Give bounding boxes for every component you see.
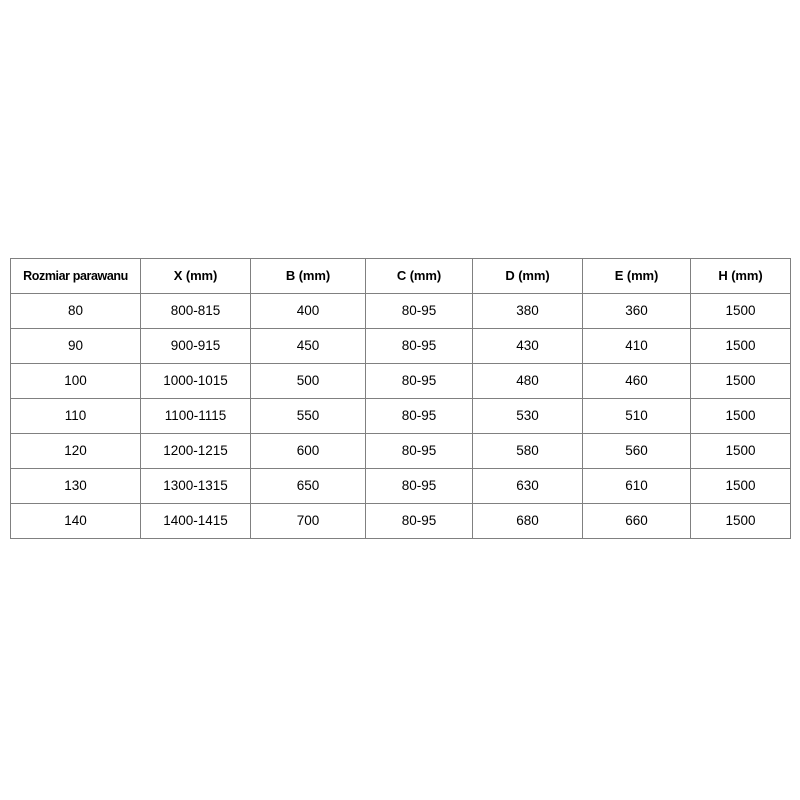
cell-b: 400 xyxy=(250,293,366,329)
cell-size: 110 xyxy=(10,398,141,434)
cell-size: 90 xyxy=(10,328,141,364)
cell-b: 600 xyxy=(250,433,366,469)
column-header-d: D (mm) xyxy=(472,258,583,294)
column-header-e: E (mm) xyxy=(582,258,691,294)
table-row: 140 1400-1415 700 80-95 680 660 1500 xyxy=(10,503,791,539)
cell-c: 80-95 xyxy=(365,363,473,399)
column-header-c: C (mm) xyxy=(365,258,473,294)
cell-h: 1500 xyxy=(690,468,791,504)
cell-x: 900-915 xyxy=(140,328,251,364)
cell-size: 120 xyxy=(10,433,141,469)
cell-e: 460 xyxy=(582,363,691,399)
cell-x: 1000-1015 xyxy=(140,363,251,399)
cell-x: 800-815 xyxy=(140,293,251,329)
cell-d: 430 xyxy=(472,328,583,364)
cell-h: 1500 xyxy=(690,363,791,399)
table-header: Rozmiar parawanu X (mm) B (mm) C (mm) D … xyxy=(10,258,791,294)
column-header-h: H (mm) xyxy=(690,258,791,294)
cell-d: 530 xyxy=(472,398,583,434)
table-body: 80 800-815 400 80-95 380 360 1500 90 900… xyxy=(10,293,791,539)
cell-c: 80-95 xyxy=(365,328,473,364)
column-header-b: B (mm) xyxy=(250,258,366,294)
cell-e: 360 xyxy=(582,293,691,329)
cell-e: 410 xyxy=(582,328,691,364)
table-row: 130 1300-1315 650 80-95 630 610 1500 xyxy=(10,468,791,504)
cell-h: 1500 xyxy=(690,433,791,469)
table-row: 110 1100-1115 550 80-95 530 510 1500 xyxy=(10,398,791,434)
cell-x: 1200-1215 xyxy=(140,433,251,469)
column-header-x: X (mm) xyxy=(140,258,251,294)
cell-h: 1500 xyxy=(690,503,791,539)
cell-size: 100 xyxy=(10,363,141,399)
cell-h: 1500 xyxy=(690,328,791,364)
cell-c: 80-95 xyxy=(365,433,473,469)
table-header-row: Rozmiar parawanu X (mm) B (mm) C (mm) D … xyxy=(10,258,791,294)
cell-b: 450 xyxy=(250,328,366,364)
cell-size: 140 xyxy=(10,503,141,539)
cell-c: 80-95 xyxy=(365,398,473,434)
cell-b: 700 xyxy=(250,503,366,539)
table-row: 80 800-815 400 80-95 380 360 1500 xyxy=(10,293,791,329)
spec-table-container: Rozmiar parawanu X (mm) B (mm) C (mm) D … xyxy=(10,258,791,539)
cell-c: 80-95 xyxy=(365,293,473,329)
cell-e: 560 xyxy=(582,433,691,469)
size-specification-table: Rozmiar parawanu X (mm) B (mm) C (mm) D … xyxy=(10,258,791,539)
cell-x: 1400-1415 xyxy=(140,503,251,539)
cell-x: 1100-1115 xyxy=(140,398,251,434)
cell-x: 1300-1315 xyxy=(140,468,251,504)
table-row: 120 1200-1215 600 80-95 580 560 1500 xyxy=(10,433,791,469)
cell-d: 580 xyxy=(472,433,583,469)
column-header-rozmiar-parawanu: Rozmiar parawanu xyxy=(10,258,141,294)
cell-e: 610 xyxy=(582,468,691,504)
cell-b: 650 xyxy=(250,468,366,504)
cell-h: 1500 xyxy=(690,398,791,434)
cell-h: 1500 xyxy=(690,293,791,329)
cell-c: 80-95 xyxy=(365,468,473,504)
cell-b: 500 xyxy=(250,363,366,399)
table-row: 100 1000-1015 500 80-95 480 460 1500 xyxy=(10,363,791,399)
cell-d: 630 xyxy=(472,468,583,504)
cell-b: 550 xyxy=(250,398,366,434)
cell-size: 80 xyxy=(10,293,141,329)
cell-d: 680 xyxy=(472,503,583,539)
cell-d: 480 xyxy=(472,363,583,399)
table-row: 90 900-915 450 80-95 430 410 1500 xyxy=(10,328,791,364)
cell-c: 80-95 xyxy=(365,503,473,539)
cell-e: 660 xyxy=(582,503,691,539)
cell-e: 510 xyxy=(582,398,691,434)
cell-d: 380 xyxy=(472,293,583,329)
cell-size: 130 xyxy=(10,468,141,504)
